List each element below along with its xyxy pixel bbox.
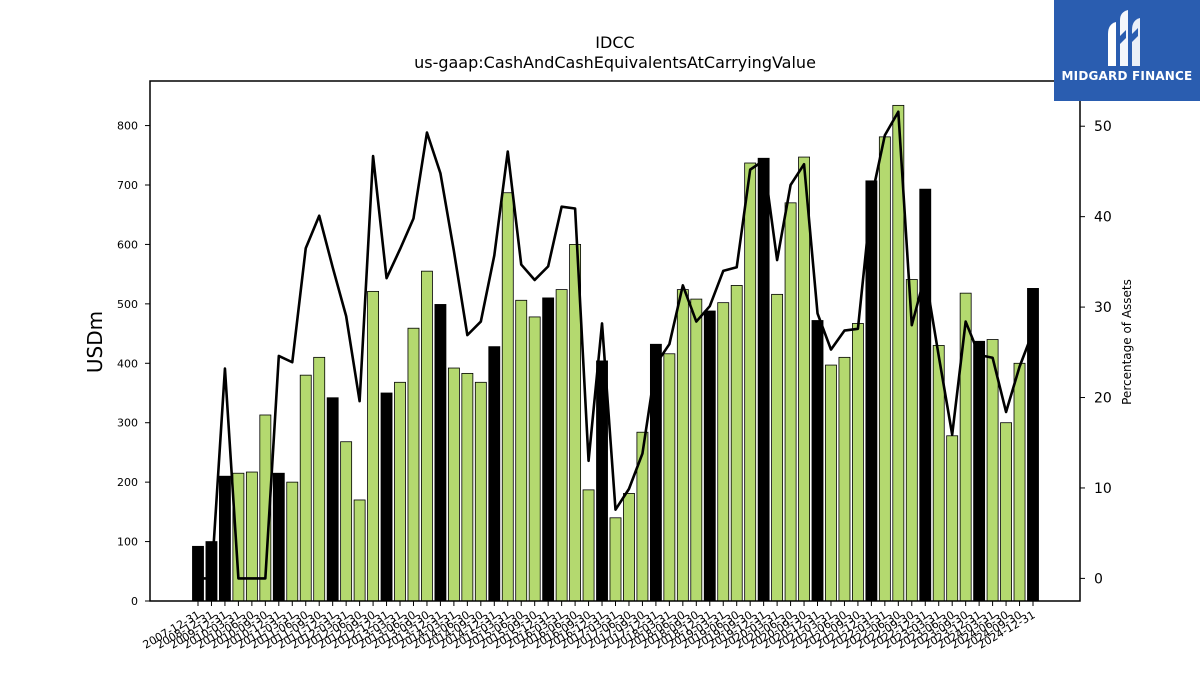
bar bbox=[340, 441, 353, 602]
bar bbox=[852, 323, 864, 602]
bar bbox=[326, 397, 339, 602]
bar bbox=[353, 499, 366, 602]
bar bbox=[771, 293, 784, 602]
bar bbox=[313, 356, 326, 602]
bar bbox=[515, 299, 528, 602]
bar bbox=[703, 310, 716, 602]
bar bbox=[245, 471, 258, 602]
midgard-logo-icon bbox=[1108, 10, 1140, 66]
bar bbox=[676, 289, 689, 602]
bar bbox=[380, 392, 393, 602]
y2-tick-label: 40 bbox=[1094, 210, 1112, 226]
y-tick-label: 700 bbox=[117, 179, 138, 192]
y-tick-label: 0 bbox=[131, 595, 138, 608]
percentage-line bbox=[198, 110, 1035, 580]
y-tick-label: 800 bbox=[117, 120, 138, 133]
bar bbox=[596, 360, 608, 602]
bar bbox=[488, 346, 501, 602]
bar bbox=[919, 188, 932, 602]
bar bbox=[219, 475, 231, 602]
y-axis-label: USDm bbox=[83, 311, 107, 373]
bar bbox=[474, 381, 487, 602]
y-tick-label: 400 bbox=[117, 357, 138, 370]
bar bbox=[1027, 288, 1039, 602]
bar bbox=[811, 320, 824, 602]
bar bbox=[690, 298, 703, 602]
y2-tick-label: 0 bbox=[1094, 571, 1103, 587]
bar bbox=[582, 489, 595, 602]
bar bbox=[421, 270, 433, 602]
chart-title: IDCC bbox=[595, 33, 634, 52]
bar bbox=[757, 157, 770, 602]
y2-tick-label: 20 bbox=[1094, 391, 1112, 407]
bar bbox=[946, 435, 959, 602]
y-tick-label: 300 bbox=[117, 417, 138, 430]
bar bbox=[973, 340, 986, 602]
bar bbox=[717, 302, 730, 602]
bar bbox=[528, 316, 541, 602]
bar bbox=[501, 192, 514, 602]
bar bbox=[394, 381, 406, 602]
bar bbox=[299, 374, 312, 602]
bar bbox=[838, 356, 851, 602]
bar bbox=[798, 156, 810, 602]
y2-tick-label: 30 bbox=[1094, 300, 1112, 316]
bar bbox=[461, 372, 474, 602]
bar bbox=[730, 285, 743, 602]
bar bbox=[555, 289, 568, 602]
bar bbox=[784, 202, 797, 602]
bar bbox=[986, 339, 999, 602]
bar bbox=[905, 279, 918, 602]
chart-subtitle: us-gaap:CashAndCashEquivalentsAtCarrying… bbox=[414, 53, 816, 72]
bars-group bbox=[192, 104, 1039, 602]
bar bbox=[744, 162, 757, 602]
bar bbox=[663, 353, 676, 602]
bar bbox=[272, 472, 285, 602]
bar bbox=[367, 290, 379, 602]
y2-tick-label: 10 bbox=[1094, 481, 1112, 497]
y-tick-label: 600 bbox=[117, 238, 138, 251]
bar bbox=[623, 493, 635, 602]
y-tick-label: 500 bbox=[117, 298, 138, 311]
y-tick-label: 100 bbox=[117, 536, 138, 549]
bar bbox=[434, 304, 447, 602]
bar bbox=[192, 545, 204, 602]
bar bbox=[1000, 422, 1012, 602]
logo-badge: MIDGARD FINANCE bbox=[1054, 0, 1200, 101]
bar bbox=[636, 431, 649, 602]
logo-text: MIDGARD FINANCE bbox=[1061, 69, 1193, 83]
bar bbox=[959, 292, 972, 602]
axes-group: 0100200300400500600700800010203040502007… bbox=[117, 80, 1112, 652]
bar bbox=[825, 364, 837, 602]
y-tick-label: 200 bbox=[117, 476, 138, 489]
bar bbox=[878, 136, 891, 602]
bar bbox=[1013, 362, 1026, 602]
bar bbox=[609, 517, 622, 602]
bar bbox=[447, 367, 460, 602]
bar bbox=[407, 327, 420, 602]
bar bbox=[286, 481, 299, 602]
bar bbox=[542, 297, 555, 602]
y2-axis-label: Percentage of Assets bbox=[1120, 279, 1134, 405]
y2-tick-label: 50 bbox=[1094, 119, 1112, 135]
line-layer bbox=[198, 110, 1035, 580]
